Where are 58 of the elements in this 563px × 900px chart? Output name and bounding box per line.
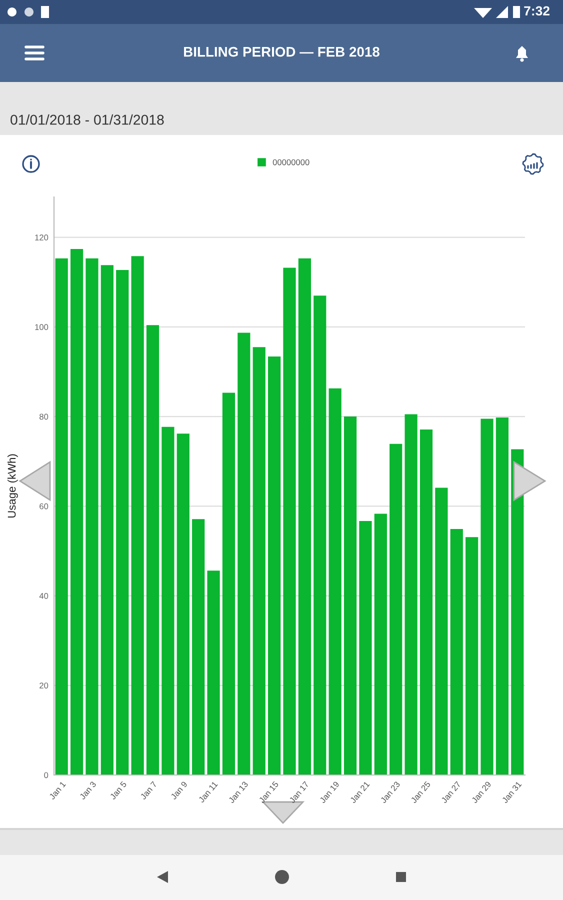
y-tick-label: 60	[40, 503, 48, 510]
x-tick-label: Jan 9	[170, 781, 188, 800]
bar	[450, 529, 463, 775]
bar	[466, 537, 478, 775]
bar	[100, 265, 114, 775]
bar	[298, 258, 311, 775]
bar	[374, 514, 387, 775]
x-tick-label: Jan 3	[79, 780, 96, 800]
x-tick-label: Jan 25	[410, 780, 431, 804]
bar	[207, 570, 220, 775]
legend-label: 00000000	[272, 159, 310, 166]
y-tick-label: 80	[40, 414, 48, 420]
bar	[480, 418, 494, 775]
text: 7:32	[524, 6, 550, 16]
x-tick-label: Jan 31	[502, 781, 522, 804]
bar	[162, 426, 174, 775]
x-tick-label: Jan 1	[48, 781, 66, 800]
bar	[404, 414, 418, 775]
bar	[496, 417, 509, 775]
bar	[55, 258, 68, 775]
x-tick-label: Jan 11	[198, 781, 218, 804]
x-tick-label: Jan 7	[140, 781, 158, 800]
bar	[314, 296, 326, 775]
bar	[359, 520, 372, 775]
y-axis-title: Usage (kWh)	[8, 454, 18, 518]
x-tick-label: Jan 17	[288, 781, 310, 804]
x-tick-label: Jan 21	[350, 781, 370, 804]
chart-subtitle: 01/01/2018 - 01/31/2018	[10, 114, 164, 125]
x-tick-label: Jan 27	[440, 781, 462, 804]
y-tick-label: 120	[35, 234, 48, 240]
bar	[283, 268, 296, 775]
bar	[116, 270, 129, 775]
x-tick-label: Jan 29	[471, 781, 492, 804]
x-tick-label: Jan 19	[319, 781, 340, 804]
chart-title: BILLING PERIOD — FEB 2018	[184, 46, 380, 57]
bar	[390, 444, 402, 775]
bar	[192, 519, 205, 775]
bar	[131, 256, 144, 775]
bar	[420, 430, 433, 775]
bar	[222, 392, 236, 775]
bar	[252, 347, 266, 775]
bar	[268, 356, 281, 775]
y-tick-label: 0	[44, 772, 48, 778]
bar	[344, 416, 357, 775]
y-tick-label: 100	[35, 324, 48, 330]
bar	[176, 434, 190, 775]
x-tick-label: Jan 13	[228, 780, 248, 804]
bar	[146, 325, 160, 775]
bar	[86, 258, 98, 775]
x-tick-label: Jan 23	[380, 780, 400, 804]
x-tick-label: Jan 5	[110, 781, 127, 800]
bar	[435, 488, 448, 775]
bar	[328, 388, 342, 775]
x-tick-label: Jan 15	[258, 781, 279, 804]
bar	[238, 332, 250, 775]
bar	[70, 248, 84, 775]
y-tick-label: 40	[39, 592, 48, 599]
y-tick-label: 20	[40, 682, 48, 688]
